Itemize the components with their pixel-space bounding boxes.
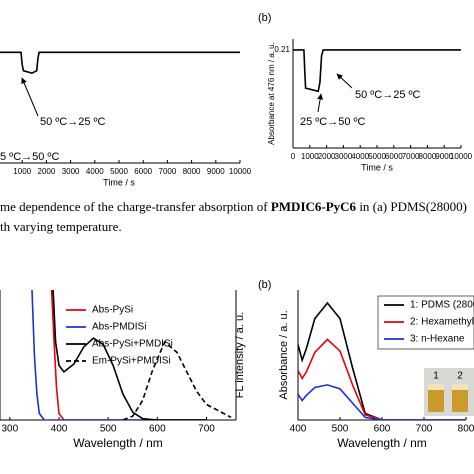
x-tick-label: 500 — [332, 424, 349, 435]
caption-part: PMDIC6-PyC6 — [271, 199, 357, 214]
vial — [452, 384, 468, 412]
y-tick-label: 0.21 — [274, 45, 290, 54]
line-series — [122, 340, 232, 420]
arrow — [317, 93, 324, 113]
x-axis-label: Wavelength / nm — [337, 436, 427, 450]
vial-top — [428, 384, 444, 390]
x-tick-label: 5000 — [110, 167, 128, 176]
panel-label: (b) — [258, 12, 271, 24]
x-tick-label: 600 — [149, 424, 166, 435]
x-tick-label: 1000 — [301, 152, 319, 161]
line-series — [293, 49, 461, 93]
vial-label: 1 — [433, 371, 439, 382]
annotation: 5 ºC→50 ºC — [0, 151, 59, 163]
x-tick-label: 2000 — [38, 167, 56, 176]
x-tick-label: 700 — [416, 424, 433, 435]
x-axis-label: Time / s — [103, 177, 135, 187]
vial-label: 2 — [457, 371, 463, 382]
x-tick-label: 0 — [291, 152, 296, 161]
line-series — [0, 51, 240, 75]
x-tick-label: 9000 — [207, 167, 225, 176]
panel-label: (b) — [258, 279, 271, 291]
x-tick-label: 3000 — [62, 167, 80, 176]
legend-label: 3: n-Hexane — [410, 334, 465, 345]
x-axis-label: Time / s — [361, 162, 393, 172]
y-axis-label: Absorbance / a. u. — [278, 310, 290, 399]
x-tick-label: 8000 — [183, 167, 201, 176]
x-tick-label: 4000 — [86, 167, 104, 176]
x-tick-label: 6000 — [385, 152, 403, 161]
legend-label: Abs-PySi — [92, 305, 133, 316]
arrow — [336, 73, 353, 89]
legend-label: 1: PDMS (28000 — [410, 300, 474, 311]
line-series — [31, 290, 207, 420]
y-axis-label: Absorbance at 476 nm / a. u. — [267, 42, 276, 145]
caption: me dependence of the charge-transfer abs… — [0, 199, 467, 214]
y2-axis-label: FL intensity / a. u. — [234, 312, 246, 398]
x-tick-label: 10000 — [229, 167, 252, 176]
annotation: 50 ºC→25 ºC — [40, 116, 106, 128]
line-series — [298, 384, 466, 420]
x-tick-label: 5000 — [368, 152, 386, 161]
x-tick-label: 500 — [100, 424, 117, 435]
x-tick-label: 400 — [51, 424, 68, 435]
arrow — [21, 77, 39, 117]
x-tick-label: 1000 — [13, 167, 31, 176]
x-tick-label: 400 — [290, 424, 307, 435]
caption: th varying temperature. — [0, 219, 122, 234]
x-tick-label: 700 — [198, 424, 215, 435]
x-tick-label: 7000 — [159, 167, 177, 176]
caption-part: in (a) PDMS(28000) — [356, 199, 467, 214]
line-series — [52, 290, 207, 420]
x-tick-label: 3000 — [335, 152, 353, 161]
x-tick-label: 8000 — [419, 152, 437, 161]
line-series — [298, 338, 466, 420]
legend-label: 2: Hexamethyld — [410, 317, 474, 328]
x-axis-label: Wavelength / nm — [73, 436, 163, 450]
annotation: 25 ºC→50 ºC — [300, 116, 366, 128]
x-tick-label: 2000 — [318, 152, 336, 161]
legend-label: Abs-PMDISi — [92, 322, 146, 333]
vial-top — [452, 384, 468, 390]
legend-label: Abs-PySi+PMDISi — [92, 339, 173, 350]
x-tick-label: 6000 — [134, 167, 152, 176]
x-tick-label: 10000 — [450, 152, 473, 161]
legend-label: Em-PySi+PMDISi — [92, 356, 171, 367]
x-tick-label: 300 — [1, 424, 18, 435]
x-tick-label: 7000 — [402, 152, 420, 161]
x-tick-label: 600 — [374, 424, 391, 435]
annotation: 50 ºC→25 ºC — [355, 89, 421, 101]
caption-part: me dependence of the charge-transfer abs… — [0, 199, 271, 214]
x-tick-label: 9000 — [435, 152, 453, 161]
x-tick-label: 800 — [458, 424, 474, 435]
x-tick-label: 4000 — [351, 152, 369, 161]
line-series — [50, 290, 207, 420]
vial — [428, 384, 444, 412]
